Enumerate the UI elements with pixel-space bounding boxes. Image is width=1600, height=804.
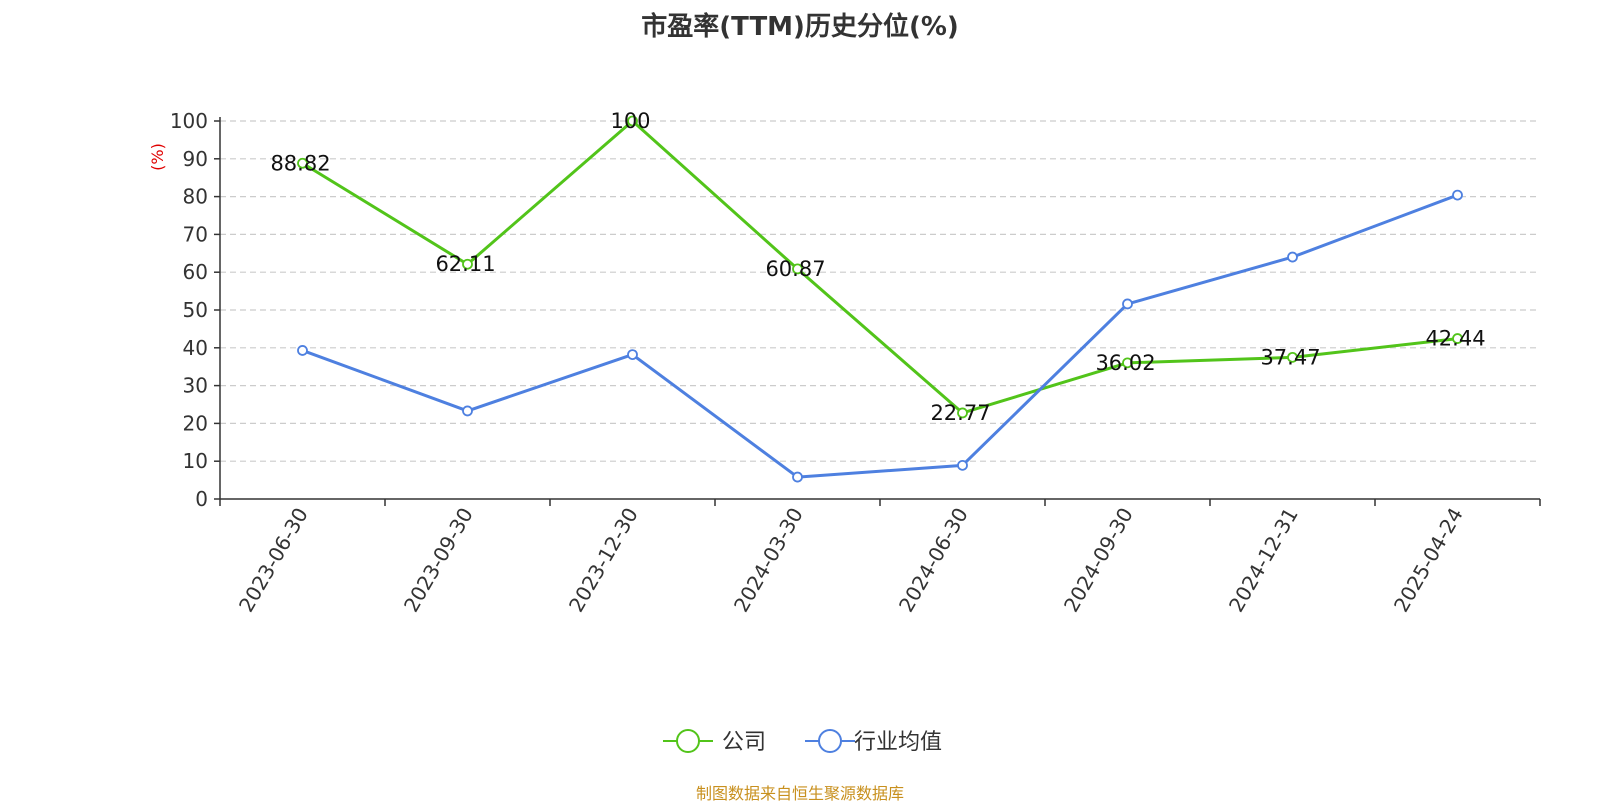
y-tick-label: 10 — [183, 449, 208, 473]
series-line-0 — [301, 119, 1458, 415]
data-point — [957, 407, 968, 419]
data-point — [792, 471, 803, 483]
data-label: 36.02 — [1095, 351, 1155, 375]
chart-title: 市盈率(TTM)历史分位(%) — [641, 12, 959, 42]
x-tick-label: 2024-09-30 — [1059, 504, 1138, 617]
data-label: 22.77 — [930, 401, 990, 425]
data-point — [297, 157, 308, 169]
data-point — [1287, 351, 1298, 363]
y-tick-label: 90 — [183, 147, 208, 171]
data-label: 42.44 — [1425, 327, 1485, 351]
legend-marker-0 — [676, 729, 700, 753]
data-label: 62.11 — [435, 252, 495, 276]
data-point — [627, 349, 638, 361]
data-source-note: 制图数据来自恒生聚源数据库 — [695, 784, 904, 803]
y-tick-label: 50 — [183, 298, 208, 322]
data-labels: 88.82 62.11 100 60.87 22.77 36.02 37.47 42.44 — [270, 109, 1485, 425]
x-tick-label: 2024-06-30 — [894, 504, 973, 617]
grid-lines — [220, 120, 1540, 462]
x-tick-label: 2023-09-30 — [399, 504, 478, 617]
legend-marker-1 — [818, 729, 842, 753]
data-label: 88.82 — [270, 151, 330, 175]
data-label: 37.47 — [1260, 345, 1320, 369]
data-label: 60.87 — [765, 257, 825, 281]
data-point — [462, 258, 473, 270]
data-label: 100 — [610, 109, 650, 133]
data-point — [297, 345, 308, 356]
y-tick-label: 80 — [183, 185, 208, 209]
data-point — [1122, 298, 1133, 310]
legend: 公司 行业均值 — [663, 729, 942, 755]
y-tick-label: 30 — [183, 374, 208, 398]
x-tick-label: 2024-03-30 — [729, 504, 808, 617]
y-tick-label: 70 — [183, 222, 208, 246]
x-tick-label: 2023-12-30 — [564, 504, 643, 617]
data-point — [792, 263, 803, 275]
x-tick-label: 2024-12-31 — [1224, 504, 1303, 617]
data-point — [1122, 357, 1133, 369]
legend-label-1: 行业均值 — [854, 730, 942, 755]
series-lines — [297, 115, 1463, 483]
series-line-1 — [301, 193, 1459, 479]
x-tick-label: 2025-04-24 — [1389, 504, 1468, 617]
data-point — [1452, 189, 1463, 201]
x-tick-label: 2023-06-30 — [234, 504, 313, 617]
y-tick-label: 20 — [183, 411, 208, 435]
y-tick-label: 60 — [183, 260, 208, 284]
data-point — [627, 115, 638, 127]
legend-label-0: 公司 — [722, 730, 766, 755]
y-tick-label: 0 — [195, 487, 208, 511]
data-point — [462, 405, 473, 417]
y-tick-label: 100 — [170, 109, 208, 133]
data-point — [1452, 333, 1463, 344]
y-axis-unit-label: (%) — [148, 143, 167, 171]
y-tick-label: 40 — [183, 336, 208, 360]
data-point — [957, 459, 968, 471]
data-point — [1287, 251, 1298, 263]
